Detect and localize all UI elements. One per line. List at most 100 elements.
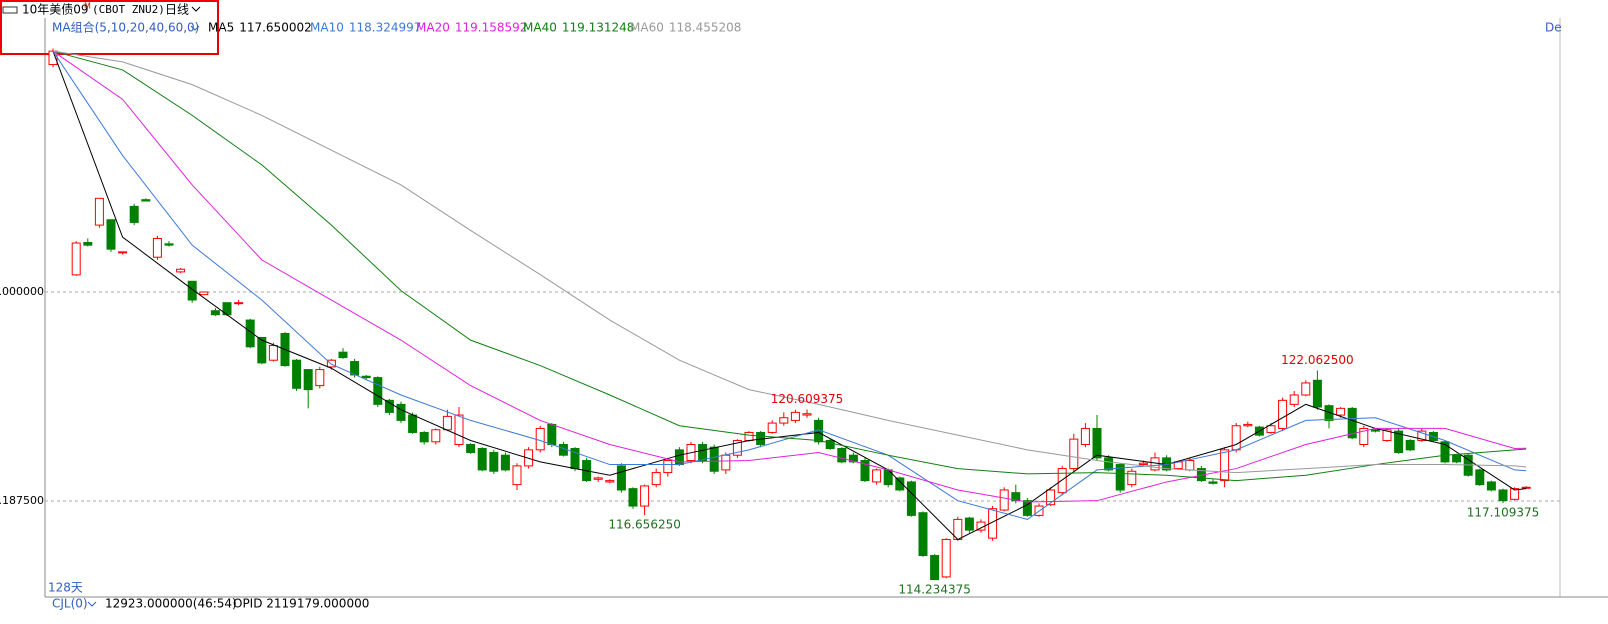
candle-body [895,477,905,491]
ma-line [52,50,1527,482]
candle-body [489,452,499,472]
candle-body [164,243,174,246]
candle-body [988,508,998,539]
legend-name: MA10 [310,21,344,35]
ma-line [52,50,1527,503]
legend-value: 118.324997 [349,21,422,35]
candle-body [176,268,186,273]
candle-body [1370,429,1380,432]
candle-body [94,197,104,226]
candle-body [616,465,626,491]
link-icon[interactable] [2,6,18,14]
candle-body [640,485,650,507]
candle-body [466,443,476,454]
y-tick-label: 125.000000 [0,285,44,298]
candle-body [872,469,882,483]
extreme-label: 120.609375 [771,392,844,406]
candle-body [779,417,789,424]
dropdown-chevron[interactable] [190,25,200,31]
candle-body [930,555,940,581]
candle-body [1289,394,1299,405]
candle-body [303,369,313,391]
candle-body [860,460,870,482]
symbol-title[interactable]: 10年美债09 [22,3,89,17]
title-badge: M [84,2,91,11]
legend-name: MA40 [523,21,557,35]
indicator-selector[interactable]: MA组合(5,10,20,40,60,0) [52,20,199,35]
candle-body [698,443,708,462]
candle-body [1185,460,1195,471]
candle-body [941,538,951,578]
candle-body [1115,464,1125,491]
candle-body [1521,486,1531,489]
candle-body [118,251,128,254]
candle-body [790,411,800,421]
candle-body [1057,468,1067,494]
candle-body [1266,425,1276,433]
dropdown-chevron[interactable] [87,601,97,607]
candle-body [152,237,162,258]
candle-body [234,302,244,305]
candle-body [245,319,255,348]
candle-body [1138,462,1148,466]
volume-indicator[interactable]: CJL(0) [52,597,88,611]
candle-body [1394,430,1404,454]
dropdown-chevron[interactable] [191,6,201,12]
candle-body [721,454,731,471]
candle-body [1452,454,1462,463]
legend-value: 119.158592 [455,21,528,35]
candle-body [1312,379,1322,408]
candle-body [419,431,429,443]
candle-body [732,439,742,456]
legend-value: 118.455208 [669,21,742,35]
candle-body [1220,449,1230,482]
candle-body [651,472,661,486]
extreme-label: 116.656250 [608,518,681,532]
candle-body [442,415,452,431]
candle-body [129,205,139,223]
candle-body [431,429,441,443]
candle-body [141,199,151,202]
candle-body [848,454,858,463]
candle-body [373,377,383,405]
candle-body [1347,407,1357,439]
period-selector[interactable]: 日线 [165,3,189,17]
ma-line [52,51,1527,541]
candle-body [500,454,510,471]
candle-body [257,336,267,364]
extreme-label: 114.234375 [898,583,971,597]
candle-body [83,241,93,246]
candle-body [628,488,638,507]
candle-body [1486,481,1496,491]
legend-name: MA5 [208,21,234,35]
candle-body [709,446,719,472]
open-interest: OPID 2119179.000000 [233,597,369,611]
candle-body [1092,427,1102,459]
candle-body [1127,470,1137,486]
candle-body [210,310,220,316]
candle-body [408,414,418,433]
candle-body [384,399,394,413]
candle-body [268,344,278,361]
candle-body [361,375,371,379]
candle-body [1301,382,1311,396]
candle-body [535,427,545,451]
symbol-code: (CBOT ZNU2) [92,3,165,16]
candle-body [1104,457,1114,471]
candle-body [1046,489,1056,506]
corner-label[interactable]: De [1545,21,1562,35]
y-tick-label: 117.187500 [0,494,44,507]
candle-body [1405,439,1415,451]
span-label: 128天 [48,581,83,595]
candle-body [1498,489,1508,502]
candle-body [1231,425,1241,451]
candle-body [1243,423,1253,427]
candle-body [1080,427,1090,445]
candle-body [292,359,302,389]
candle-body [106,219,116,250]
extreme-label: 117.109375 [1467,506,1540,520]
candle-body [802,413,812,416]
candle-body [315,369,325,387]
candle-body [744,431,754,441]
candle-body [1324,405,1334,421]
